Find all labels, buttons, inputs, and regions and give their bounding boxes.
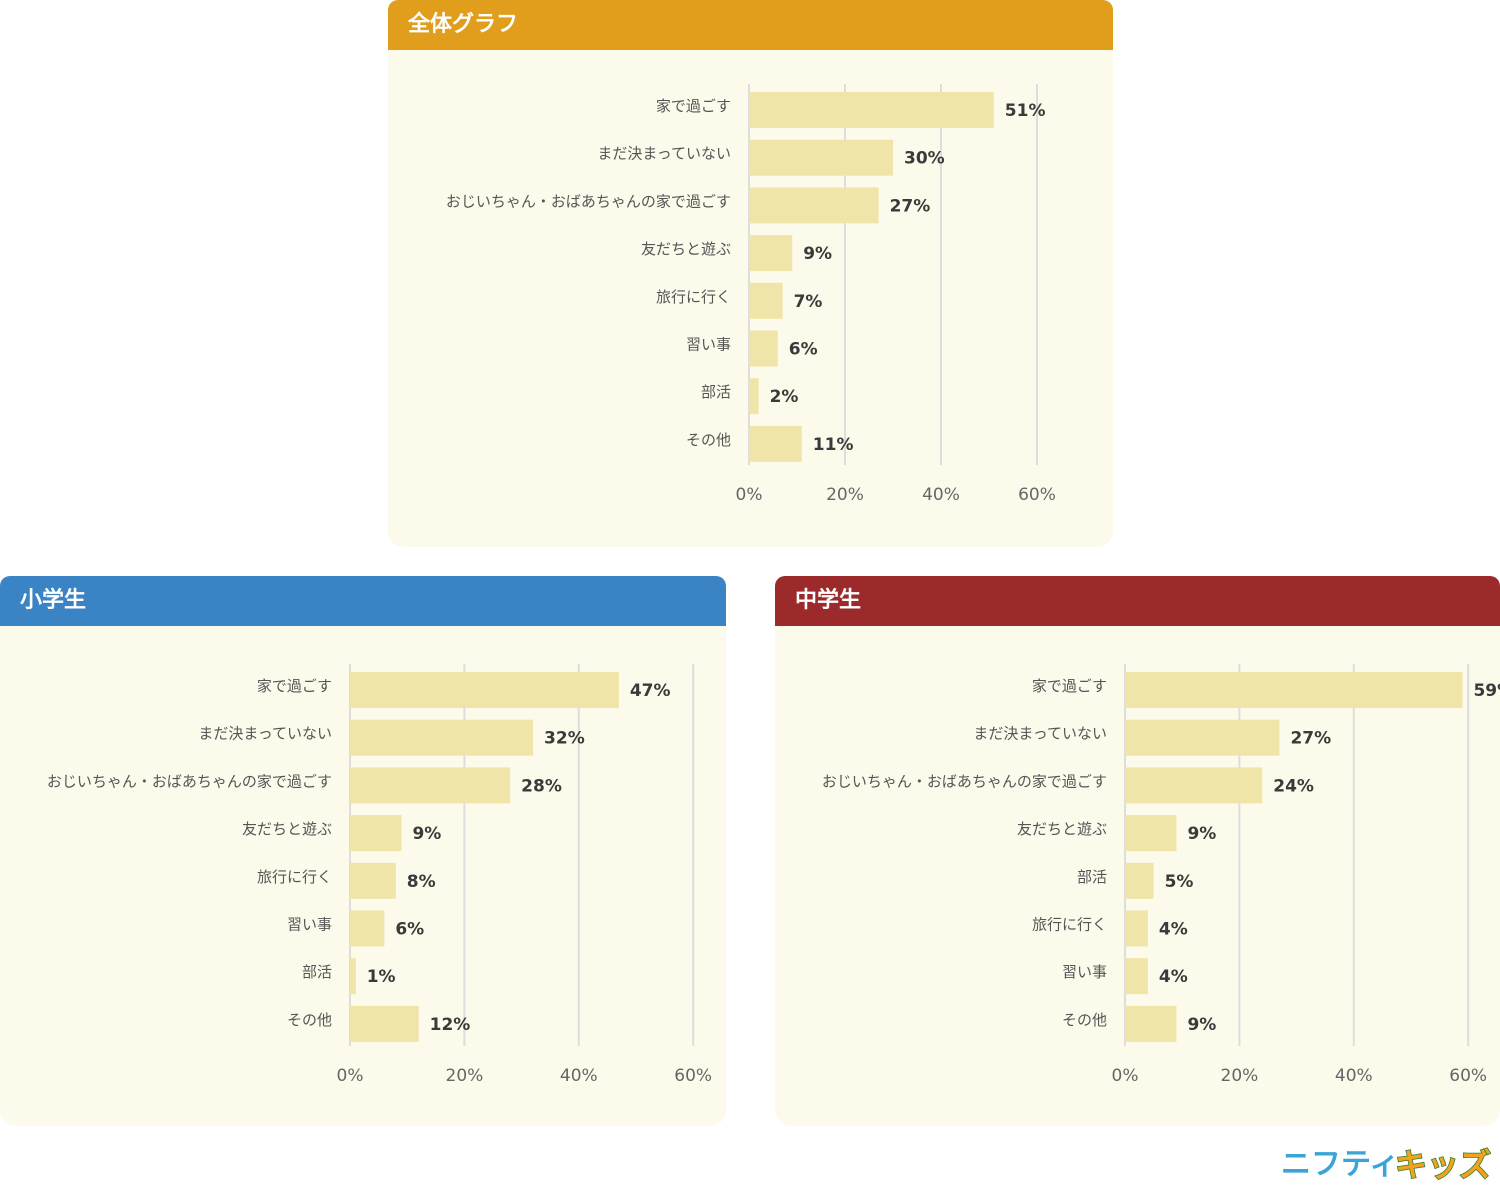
value-label: 28%: [521, 776, 562, 796]
category-label: まだ決まっていない: [973, 725, 1107, 743]
bar: [350, 815, 402, 852]
x-tick-label: 60%: [1018, 485, 1056, 505]
category-label: 習い事: [686, 336, 731, 354]
category-label: 友だちと遊ぶ: [641, 240, 731, 258]
bar: [350, 862, 396, 899]
bar: [1125, 910, 1148, 947]
bar: [749, 235, 793, 272]
x-tick-label: 60%: [674, 1066, 712, 1086]
x-tick-label: 20%: [1221, 1066, 1259, 1086]
value-label: 12%: [430, 1015, 471, 1035]
value-label: 9%: [412, 824, 441, 844]
chart-panel-overall: 全体グラフ 0% 20% 40% 60% 家で過ごす 51% まだ決まっていない 30% おじい…: [388, 0, 1113, 547]
value-label: 9%: [1187, 1015, 1216, 1035]
value-label: 6%: [395, 920, 424, 940]
value-label: 32%: [544, 729, 585, 749]
value-label: 9%: [1187, 824, 1216, 844]
value-label: 51%: [1005, 101, 1046, 121]
bar: [1125, 815, 1177, 852]
value-label: 59%: [1473, 681, 1500, 701]
x-tick-label: 20%: [826, 485, 864, 505]
category-label: 友だちと遊ぶ: [242, 820, 332, 838]
category-label: おじいちゃん・おばあちゃんの家で過ごす: [47, 772, 332, 790]
bar: [1125, 767, 1263, 804]
bar: [1125, 862, 1154, 899]
value-label: 4%: [1159, 920, 1188, 940]
bar: [1125, 672, 1463, 708]
panel-title: 小学生: [0, 576, 726, 626]
x-tick-label: 60%: [1449, 1066, 1487, 1086]
value-label: 27%: [1290, 729, 1331, 749]
value-label: 7%: [794, 292, 823, 312]
category-label: まだ決まっていない: [198, 725, 332, 743]
chart-panel-junior-high: 中学生 0% 20% 40% 60% 家で過ごす 59% まだ決まっていない 27% おじいちゃ…: [775, 576, 1500, 1126]
x-tick-label: 40%: [1335, 1066, 1373, 1086]
category-label: まだ決まっていない: [597, 145, 731, 163]
panel-title: 全体グラフ: [388, 0, 1113, 50]
bar: [1125, 958, 1148, 995]
value-label: 11%: [813, 435, 854, 455]
value-label: 8%: [407, 872, 436, 892]
bar: [350, 767, 511, 804]
bar: [1125, 719, 1280, 756]
x-tick-label: 0%: [337, 1066, 364, 1086]
bar: [749, 330, 778, 367]
category-label: その他: [1062, 1011, 1107, 1029]
category-label: その他: [686, 431, 731, 449]
category-label: 友だちと遊ぶ: [1017, 820, 1107, 838]
value-label: 5%: [1165, 872, 1194, 892]
category-label: おじいちゃん・おばあちゃんの家で過ごす: [446, 192, 731, 210]
category-label: 旅行に行く: [656, 288, 731, 306]
x-tick-label: 20%: [446, 1066, 484, 1086]
value-label: 30%: [904, 149, 945, 169]
category-label: 部活: [302, 963, 332, 981]
x-tick-label: 40%: [922, 485, 960, 505]
value-label: 9%: [803, 244, 832, 264]
value-label: 2%: [770, 387, 799, 407]
nifty-kids-logo: ニフティ キッズ: [1281, 1145, 1491, 1184]
category-label: 家で過ごす: [257, 677, 332, 695]
bar: [350, 672, 619, 708]
category-label: 旅行に行く: [1032, 916, 1107, 934]
value-label: 24%: [1273, 776, 1314, 796]
bar-chart: 0% 20% 40% 60% 家で過ごす 59% まだ決まっていない 27% おじいちゃん・おば…: [822, 664, 1500, 1086]
bar-chart: 0% 20% 40% 60% 家で過ごす 47% まだ決まっていない 32% おじいちゃん・おば…: [47, 664, 712, 1086]
bar: [350, 1005, 419, 1042]
logo-text-nifty: ニフティ: [1281, 1147, 1399, 1182]
category-label: 部活: [701, 383, 731, 401]
bar: [350, 910, 385, 947]
x-tick-label: 40%: [560, 1066, 598, 1086]
category-label: その他: [287, 1011, 332, 1029]
x-tick-label: 0%: [736, 485, 763, 505]
logo-text-kids: キッズ: [1395, 1146, 1491, 1184]
value-label: 1%: [367, 967, 396, 987]
value-label: 6%: [789, 340, 818, 360]
bar: [350, 958, 356, 995]
category-label: 部活: [1077, 868, 1107, 886]
bar: [749, 378, 759, 415]
category-label: 家で過ごす: [1032, 677, 1107, 695]
value-label: 47%: [630, 681, 671, 701]
bar: [749, 92, 994, 128]
bar: [749, 139, 893, 176]
category-label: 旅行に行く: [257, 868, 332, 886]
value-label: 27%: [890, 196, 931, 216]
category-label: 家で過ごす: [656, 97, 731, 115]
category-label: 習い事: [287, 916, 332, 934]
bar: [749, 425, 802, 462]
bar: [749, 282, 783, 319]
chart-panel-elementary: 小学生 0% 20% 40% 60% 家で過ごす 47% まだ決まっていない 32% おじいちゃ…: [0, 576, 726, 1126]
category-label: 習い事: [1062, 963, 1107, 981]
value-label: 4%: [1159, 967, 1188, 987]
bar: [1125, 1005, 1177, 1042]
panel-title: 中学生: [775, 576, 1500, 626]
bar: [350, 719, 534, 756]
category-label: おじいちゃん・おばあちゃんの家で過ごす: [822, 772, 1107, 790]
bar: [749, 187, 879, 224]
x-tick-label: 0%: [1112, 1066, 1139, 1086]
bar-chart: 0% 20% 40% 60% 家で過ごす 51% まだ決まっていない 30% おじいちゃん・おば…: [446, 84, 1056, 505]
